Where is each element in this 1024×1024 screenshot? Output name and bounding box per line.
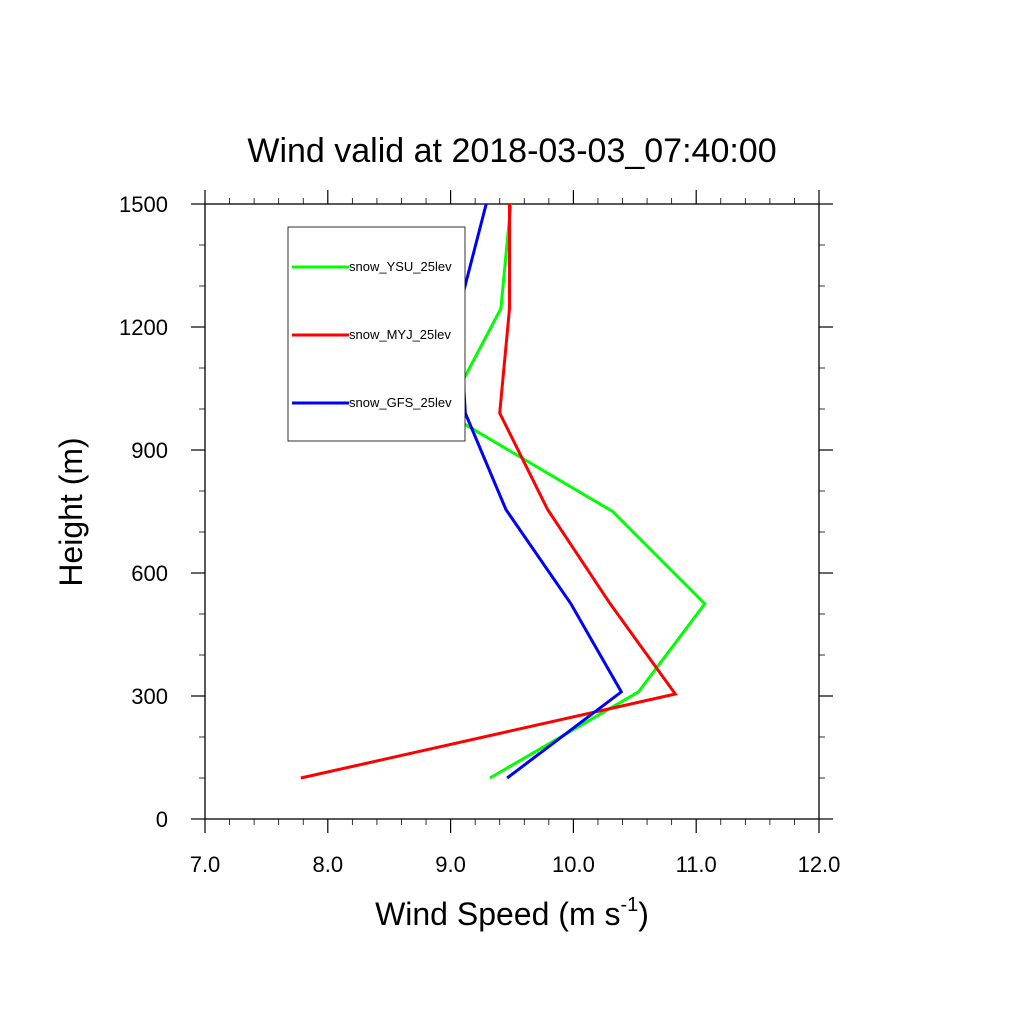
x-tick-label: 7.0 bbox=[190, 852, 221, 877]
x-tick-label: 10.0 bbox=[552, 852, 595, 877]
y-tick-label: 1200 bbox=[119, 315, 168, 340]
y-tick-label: 300 bbox=[131, 684, 168, 709]
y-tick-label: 900 bbox=[131, 438, 168, 463]
x-tick-labels: 7.0 8.0 9.0 10.0 11.0 12.0 bbox=[190, 852, 841, 877]
plot-frame bbox=[204, 203, 820, 820]
x-tick-label: 8.0 bbox=[313, 852, 344, 877]
y-tick-labels: 0 300 600 900 1200 1500 bbox=[119, 192, 168, 832]
series-line-snow_MYJ_25lev bbox=[300, 204, 678, 780]
minor-ticks bbox=[199, 198, 825, 825]
x-tick-label: 9.0 bbox=[435, 852, 466, 877]
major-ticks bbox=[191, 190, 833, 833]
legend-label-snow_GFS_25lev: snow_GFS_25lev bbox=[349, 395, 452, 410]
x-tick-label: 12.0 bbox=[798, 852, 841, 877]
plot-border bbox=[204, 203, 820, 820]
series-line-snow_YSU_25lev bbox=[443, 203, 707, 780]
y-tick-label: 0 bbox=[156, 807, 168, 832]
chart-title: Wind valid at 2018-03-03_07:40:00 bbox=[247, 132, 776, 170]
legend: snow_YSU_25lev snow_MYJ_25lev snow_GFS_25l… bbox=[287, 226, 466, 442]
legend-label-snow_YSU_25lev: snow_YSU_25lev bbox=[349, 259, 452, 274]
y-tick-label: 1500 bbox=[119, 192, 168, 217]
y-tick-label: 600 bbox=[131, 561, 168, 586]
x-axis-title-main: Wind Speed (m s bbox=[375, 896, 620, 932]
series-line-snow_GFS_25lev bbox=[457, 203, 624, 780]
x-axis-title-suffix: ) bbox=[638, 896, 649, 932]
legend-label-snow_MYJ_25lev: snow_MYJ_25lev bbox=[349, 327, 451, 342]
x-tick-label: 11.0 bbox=[676, 852, 717, 877]
y-axis-title: Height (m) bbox=[53, 437, 89, 586]
x-axis-title: Wind Speed (m s-1) bbox=[375, 894, 649, 932]
legend-items: snow_YSU_25lev snow_MYJ_25lev snow_GFS_25l… bbox=[292, 259, 452, 410]
x-axis-title-superscript: -1 bbox=[620, 894, 638, 916]
